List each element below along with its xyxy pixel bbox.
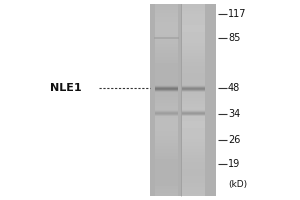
Text: (kD): (kD)	[228, 180, 247, 188]
Text: 117: 117	[228, 9, 247, 19]
Text: 85: 85	[228, 33, 240, 43]
Text: NLE1: NLE1	[50, 83, 82, 93]
Text: 26: 26	[228, 135, 240, 145]
Text: 48: 48	[228, 83, 240, 93]
Bar	[150, 4, 216, 196]
Text: 34: 34	[228, 109, 240, 119]
Text: 19: 19	[228, 159, 240, 169]
